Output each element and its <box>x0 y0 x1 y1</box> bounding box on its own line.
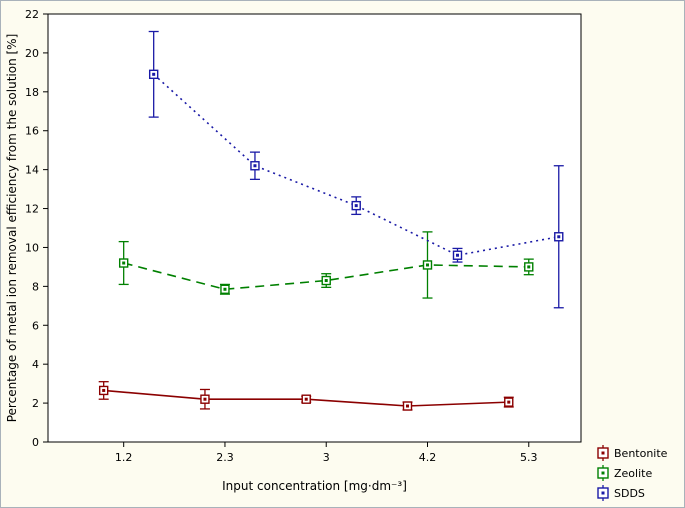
series-line-sdds <box>153 73 559 257</box>
x-tick-label: 4.2 <box>419 451 437 464</box>
y-tick-label: 12 <box>25 203 39 216</box>
y-tick-label: 8 <box>32 280 39 293</box>
marker-dot <box>122 261 126 265</box>
legend-label-sdds: SDDS <box>614 487 645 500</box>
y-tick-label: 20 <box>25 47 39 60</box>
marker-dot <box>455 253 459 257</box>
marker-dot <box>223 287 227 291</box>
legend-label-zeolite: Zeolite <box>614 467 652 480</box>
marker-dot <box>203 397 207 401</box>
plot-area <box>47 13 582 443</box>
x-tick-label: 5.3 <box>520 451 538 464</box>
marker-dot <box>304 397 308 401</box>
x-tick-label: 1.2 <box>115 451 133 464</box>
marker-dot <box>405 404 409 408</box>
y-tick-label: 0 <box>32 436 39 449</box>
legend-marker-dot <box>601 491 605 495</box>
marker-dot <box>253 164 257 168</box>
marker-dot <box>425 263 429 267</box>
legend-marker-dot <box>601 471 605 475</box>
y-tick-label: 18 <box>25 86 39 99</box>
marker-dot <box>324 279 328 283</box>
marker-dot <box>557 235 561 239</box>
x-axis-title: Input concentration [mg·dm⁻³] <box>222 479 407 493</box>
marker-dot <box>102 388 106 392</box>
marker-dot <box>507 400 511 404</box>
y-tick-label: 2 <box>32 397 39 410</box>
y-tick-label: 6 <box>32 319 39 332</box>
legend-marker-dot <box>601 451 605 455</box>
y-tick-label: 10 <box>25 241 39 254</box>
marker-dot <box>152 72 156 76</box>
marker-dot <box>527 265 531 269</box>
y-tick-label: 22 <box>25 8 39 21</box>
x-tick-label: 3 <box>323 451 330 464</box>
x-tick-label: 2.3 <box>216 451 234 464</box>
y-tick-label: 14 <box>25 164 39 177</box>
marker-dot <box>354 204 358 208</box>
legend-label-bentonite: Bentonite <box>614 447 668 460</box>
y-tick-label: 4 <box>32 358 39 371</box>
y-tick-label: 16 <box>25 125 39 138</box>
y-axis-title: Percentage of metal ion removal efficien… <box>5 34 19 423</box>
